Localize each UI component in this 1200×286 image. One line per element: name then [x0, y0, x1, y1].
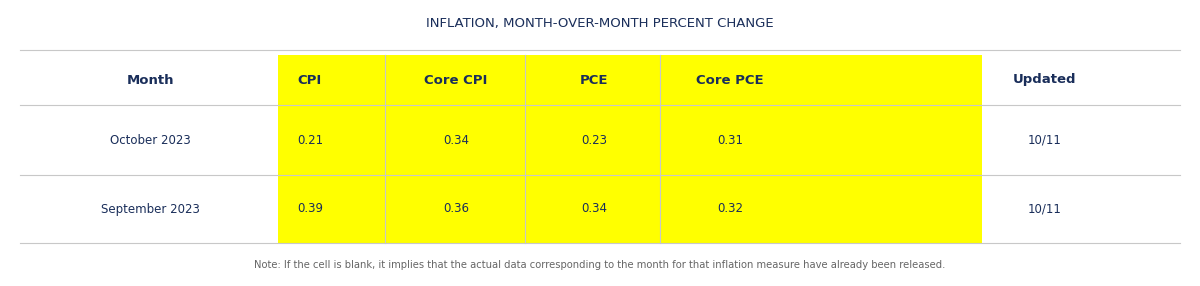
Text: Month: Month	[126, 74, 174, 86]
Text: Core CPI: Core CPI	[425, 74, 487, 86]
Text: CPI: CPI	[298, 74, 322, 86]
Text: 0.39: 0.39	[298, 202, 323, 215]
Text: September 2023: September 2023	[101, 202, 199, 215]
Text: 0.32: 0.32	[718, 202, 743, 215]
Text: 0.21: 0.21	[296, 134, 323, 146]
Bar	[278, 55, 982, 243]
Text: 0.36: 0.36	[443, 202, 469, 215]
Text: INFLATION, MONTH-OVER-MONTH PERCENT CHANGE: INFLATION, MONTH-OVER-MONTH PERCENT CHAN…	[426, 17, 774, 31]
Text: 10/11: 10/11	[1028, 134, 1062, 146]
Text: Note: If the cell is blank, it implies that the actual data corresponding to the: Note: If the cell is blank, it implies t…	[254, 260, 946, 270]
Text: 0.31: 0.31	[718, 134, 743, 146]
Text: 0.23: 0.23	[581, 134, 607, 146]
Text: PCE: PCE	[580, 74, 608, 86]
Text: 0.34: 0.34	[443, 134, 469, 146]
Text: October 2023: October 2023	[109, 134, 191, 146]
Text: Updated: Updated	[1013, 74, 1076, 86]
Text: Core PCE: Core PCE	[696, 74, 764, 86]
Text: 0.34: 0.34	[581, 202, 607, 215]
Text: 10/11: 10/11	[1028, 202, 1062, 215]
